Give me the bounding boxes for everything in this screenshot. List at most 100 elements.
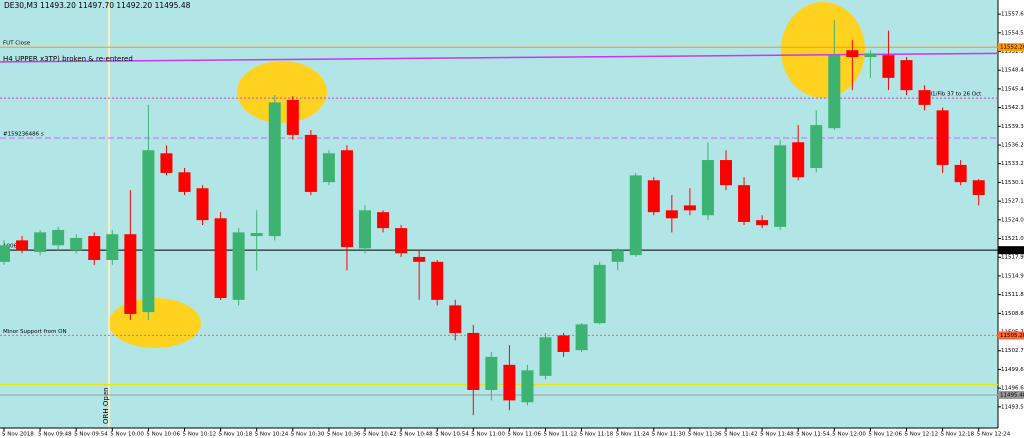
candle-body (846, 50, 859, 58)
x-tick-label: 5 Nov 11:48 (760, 432, 794, 438)
candle-body (611, 250, 624, 262)
candle-body (16, 240, 29, 251)
y-tick-label: 11524.05 (1001, 217, 1024, 223)
candle-body (106, 234, 119, 260)
candle-body (864, 53, 877, 58)
candle-body (359, 210, 371, 249)
y-tick-label: 11502.70 (1001, 348, 1024, 354)
y-tick-label: 11527.10 (1001, 199, 1024, 205)
candle-body (34, 232, 47, 253)
candle-body (124, 234, 137, 314)
candle-body (322, 153, 335, 183)
y-tick-label: 11493.55 (1001, 404, 1024, 410)
candle-body (250, 233, 263, 237)
candle-body (340, 150, 353, 248)
candle-body (413, 256, 426, 262)
candle-body (701, 160, 714, 216)
highlight-circle (237, 61, 327, 123)
y-tick-label: 11536.25 (1001, 143, 1024, 149)
x-tick-label: 5 Nov 10:54 (435, 432, 469, 438)
level-label: #159236486 s (3, 131, 44, 137)
candle-body (539, 337, 552, 376)
price-box-label: 11519.10 (1000, 248, 1024, 254)
candle-body (142, 150, 155, 313)
x-tick-label: 5 Nov 11:42 (724, 432, 758, 438)
candle-body (738, 185, 751, 222)
candle-body (521, 370, 534, 403)
level-label: 10065 (3, 244, 21, 250)
candle-body (683, 205, 696, 211)
candle-body (557, 335, 570, 352)
y-tick-label: 11554.55 (1001, 30, 1024, 36)
axis-background (998, 0, 1024, 438)
x-tick-label: 5 Nov 10:12 (183, 432, 217, 438)
x-tick-label: 5 Nov 11:54 (796, 432, 830, 438)
candle-body (792, 142, 805, 178)
y-tick-label: 11542.35 (1001, 105, 1024, 111)
x-tick-label: 5 Nov 10:24 (255, 432, 289, 438)
y-tick-label: 11514.90 (1001, 273, 1024, 279)
candle-body (70, 237, 83, 251)
price-box (998, 43, 1024, 52)
price-box-label: 11552.20 (1000, 45, 1024, 51)
candle-body (665, 210, 678, 219)
y-tick-label: 11551.50 (1001, 49, 1024, 55)
x-tick-label: 5 Nov 11:00 (471, 432, 505, 438)
y-tick-label: 11533.20 (1001, 161, 1024, 167)
x-tick-label: 5 Nov 10:48 (399, 432, 433, 438)
candle-body (954, 164, 967, 183)
x-tick-label: 5 Nov 09:48 (38, 432, 72, 438)
y-tick-label: 11539.30 (1001, 124, 1024, 130)
x-tick-label: 5 Nov 11:36 (688, 432, 722, 438)
candle-body (918, 90, 931, 105)
highlight-circle (781, 2, 865, 98)
x-tick-label: 5 Nov 12:18 (941, 432, 975, 438)
y-tick-label: 11499.65 (1001, 367, 1024, 373)
x-tick-label: 5 Nov 12:24 (977, 432, 1011, 438)
chart-header: DE30,M3 11493.20 11497.70 11492.20 11495… (4, 1, 191, 10)
candle-body (647, 180, 660, 213)
x-tick-label: 5 Nov 11:18 (580, 432, 614, 438)
x-tick-label: 5 Nov 09:54 (74, 432, 108, 438)
x-tick-label: 5 Nov 11:30 (652, 432, 686, 438)
candle-body (268, 102, 281, 237)
x-tick-label: 5 Nov 10:36 (327, 432, 361, 438)
candle-body (936, 110, 949, 165)
y-tick-label: 11530.15 (1001, 180, 1024, 186)
vline-label: ORH Open (102, 387, 110, 424)
candle-body (774, 145, 787, 227)
x-tick-label: 5 Nov 12:00 (832, 432, 866, 438)
x-tick-label: 5 Nov 11:12 (544, 432, 578, 438)
candle-body (214, 218, 227, 299)
x-tick-label: 5 Nov 2018 (2, 432, 34, 438)
y-tick-label: 11508.80 (1001, 311, 1024, 317)
y-tick-label: 11548.45 (1001, 68, 1024, 74)
x-tick-label: 5 Nov 11:06 (507, 432, 541, 438)
candle-body (629, 175, 642, 256)
candle-body (972, 180, 985, 195)
candle-body (88, 236, 101, 260)
candle-body (196, 188, 209, 221)
highlight-circle (109, 298, 201, 348)
candle-body (286, 99, 299, 135)
trendline (0, 52, 999, 63)
candle-body (593, 264, 606, 324)
price-box-label: 11495.48 (1000, 393, 1024, 399)
candle-body (377, 212, 390, 229)
y-tick-label: 11496.60 (1001, 386, 1024, 392)
candle-body (52, 229, 65, 246)
candle-body (431, 261, 444, 300)
x-tick-label: 5 Nov 12:06 (868, 432, 902, 438)
candle-body (467, 332, 480, 390)
candle-body (720, 160, 732, 186)
candle-body (900, 60, 913, 91)
x-tick-label: 5 Nov 10:18 (219, 432, 253, 438)
candle-body (0, 245, 10, 262)
x-tick-label: 5 Nov 11:24 (616, 432, 650, 438)
price-box (998, 246, 1024, 255)
candle-body (828, 55, 841, 129)
candle-body (178, 172, 191, 192)
y-tick-label: 11511.85 (1001, 292, 1024, 298)
x-tick-label: 5 Nov 10:00 (110, 432, 144, 438)
